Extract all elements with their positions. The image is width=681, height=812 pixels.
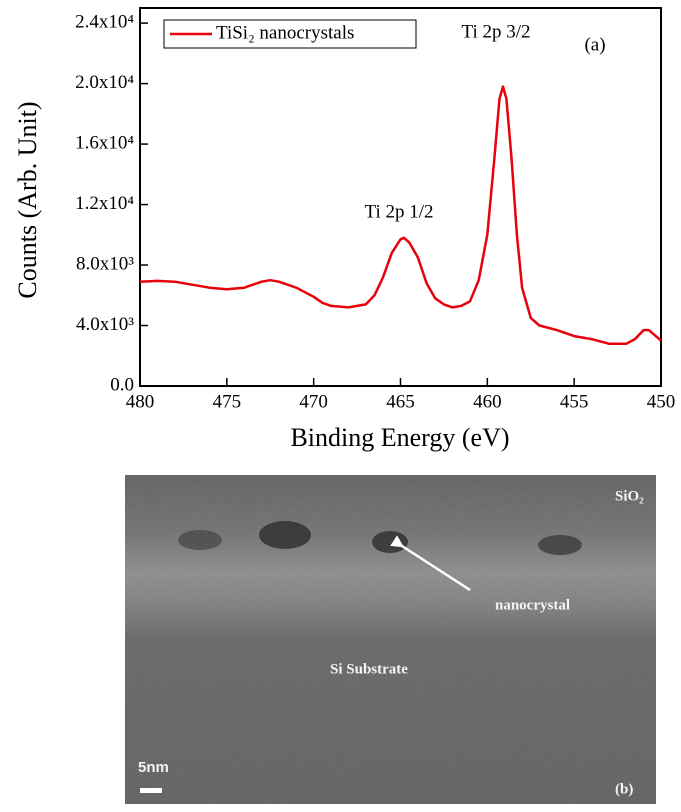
annotation: Ti 2p 1/2	[365, 201, 434, 222]
y-tick-label: 1.2x10⁴	[75, 193, 134, 214]
y-axis-label: Counts (Arb. Unit)	[13, 101, 42, 298]
y-tick-label: 1.6x10⁴	[75, 132, 134, 153]
x-tick-label: 475	[213, 391, 242, 412]
nanocrystal-blob	[372, 531, 408, 553]
tem-noise	[125, 475, 656, 804]
data-line	[139, 85, 662, 345]
tem-label: 5nm	[138, 759, 169, 776]
tem-label: SiO₂	[615, 488, 644, 504]
plot-frame	[139, 7, 662, 387]
tem-label: Si Substrate	[330, 661, 408, 677]
arrow	[390, 535, 471, 592]
scale-bar	[140, 788, 162, 793]
y-tick-label: 2.0x10⁴	[75, 72, 134, 93]
nanocrystal-blob	[178, 530, 222, 550]
y-tick-label: 2.4x10⁴	[75, 11, 134, 32]
x-tick-label: 460	[473, 391, 502, 412]
annotation: Ti 2p 3/2	[462, 21, 531, 42]
y-tick-label: 8.0x10³	[76, 253, 134, 274]
x-tick-label: 450	[647, 391, 676, 412]
nanocrystal-blob	[538, 535, 582, 555]
y-tick-label: 0.0	[110, 374, 134, 395]
nanocrystal-blob	[259, 521, 311, 549]
x-tick-label: 470	[299, 391, 328, 412]
x-axis-label: Binding Energy (eV)	[290, 423, 509, 452]
x-tick-label: 480	[126, 391, 155, 412]
legend-label: TiSi₂ nanocrystals	[216, 22, 354, 43]
x-tick-label: 455	[560, 391, 589, 412]
tem-image: SiO₂ nanocrystal Si Substrate 5nm (b)	[125, 475, 656, 804]
tem-label: (b)	[615, 781, 633, 797]
y-tick-label: 4.0x10³	[76, 314, 134, 335]
x-tick-label: 465	[386, 391, 415, 412]
annotation: (a)	[584, 34, 605, 55]
tem-label: nanocrystal	[495, 597, 570, 613]
